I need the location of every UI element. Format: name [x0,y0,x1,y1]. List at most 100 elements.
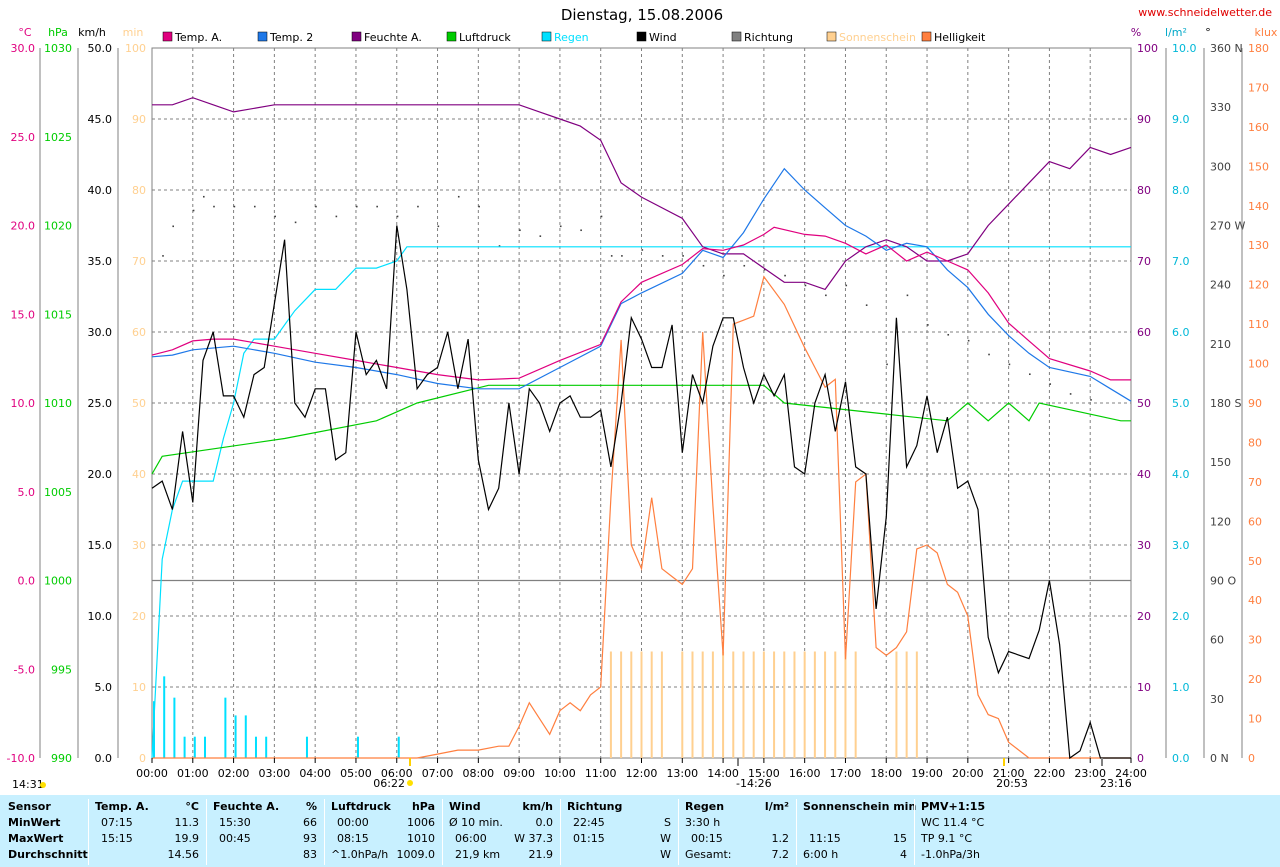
rain-bar [193,736,196,758]
legend-label: Richtung [744,31,793,44]
legend-label: Wind [649,31,677,44]
pmv-header: PMV+1:15 [921,800,986,813]
tick-label-humidity: 10 [1137,681,1151,694]
tick-label-brightness: 90 [1248,397,1262,410]
tick-label-brightness: 40 [1248,594,1262,607]
pressure-avg-value: 1009.0 [396,848,436,861]
humidity-max-time: 00:45 [219,832,251,845]
direction-min-time: 22:45 [573,816,605,829]
direction-point [162,255,164,257]
x-tick-label: 24:00 [1115,767,1147,780]
pmv-dewpoint: TP 9.1 °C [921,832,973,845]
sun-avg-value: 4 [900,848,907,861]
tick-label-rain: 3.0 [1172,539,1190,552]
tick-label-direction: 330 [1210,101,1231,114]
direction-point [682,255,684,257]
direction-point [417,205,419,208]
direction-point [478,205,480,208]
series-line-regen [151,246,1131,759]
wind-max-time: 06:00 [455,832,487,845]
tick-label-sun_min: 20 [132,610,146,623]
direction-point [743,264,746,267]
direction-point [437,225,440,228]
direction-point [1008,363,1011,366]
direction-point [1090,399,1092,401]
x-tick-label: 07:00 [422,767,454,780]
x-tick-label: 22:00 [1034,767,1066,780]
direction-point [641,249,644,251]
rain-total-label: Gesamt: [685,848,732,861]
temp-min-time: 07:15 [101,816,133,829]
direction-point [947,333,950,336]
rain-bar [244,715,247,758]
tick-label-temp: 25.0 [11,131,36,144]
tick-label-direction: 270 W [1210,220,1245,233]
x-tick-label: 16:00 [789,767,821,780]
tick-label-pressure: 1020 [44,220,72,233]
row-max-label: MaxWert [8,832,64,845]
direction-point [498,245,501,247]
tick-label-wind: 20.0 [88,468,113,481]
tick-label-rain: 9.0 [1172,113,1190,126]
site-url[interactable]: www.schneidelwetter.de [1138,6,1272,19]
tick-label-brightness: 80 [1248,436,1262,449]
tick-label-brightness: 100 [1248,358,1269,371]
legend-label: Temp. 2 [269,31,313,44]
tick-label-brightness: 30 [1248,634,1262,647]
direction-point [580,229,582,232]
sun-header: Sonnenschein min [803,800,917,813]
direction-point [539,235,542,237]
tick-label-rain: 8.0 [1172,184,1190,197]
direction-point [335,215,338,218]
sunrise-label: 06:22 [373,777,405,790]
direction-point [1069,393,1072,395]
x-tick-label: 01:00 [177,767,209,780]
axis-unit-right: % [1131,26,1141,39]
x-tick-label: 20:00 [952,767,984,780]
tick-label-humidity: 40 [1137,468,1151,481]
tick-label-brightness: 140 [1248,200,1269,213]
tick-label-sun_min: 70 [132,255,146,268]
tick-label-direction: 210 [1210,338,1231,351]
wind-max-value: W 37.3 [514,832,553,845]
tick-label-humidity: 90 [1137,113,1151,126]
x-tick-label: 18:00 [870,767,902,780]
wind-current-value: 0.0 [535,816,554,829]
row-min-label: MinWert [8,816,61,829]
tick-label-wind: 10.0 [88,610,113,623]
direction-point [600,215,603,218]
tick-label-temp: 20.0 [11,220,36,233]
axis-units: °C hPa km/h min% l/m² ° klux [18,26,1278,39]
tick-label-pressure: 995 [51,663,72,676]
x-tick-label: 14:00 [707,767,739,780]
tick-label-direction: 150 [1210,456,1231,469]
humidity-max-value: 93 [303,832,317,845]
legend-label: Sonnenschein [839,31,916,44]
tick-label-rain: 6.0 [1172,326,1190,339]
series-line-temp-2 [151,167,1132,402]
x-tick-label: 21:00 [993,767,1025,780]
direction-point [1029,373,1031,376]
tick-label-sun_min: 100 [125,42,146,55]
x-tick-label: 09:00 [503,767,535,780]
direction-min-value: S [664,816,671,829]
tick-label-direction: 300 [1210,160,1231,173]
direction-point [376,205,378,208]
tick-label-direction: 0 N [1210,752,1229,765]
tick-label-temp: -5.0 [14,663,35,676]
pressure-header: Luftdruck [331,800,391,813]
sun-max-time: 11:15 [809,832,841,845]
x-tick-label: 04:00 [299,767,331,780]
tick-label-direction: 30 [1210,693,1224,706]
sun-duration: 6:00 h [803,848,839,861]
axis-unit-left: km/h [78,26,106,39]
rain-bar [234,715,237,758]
legend-swatch [162,31,173,42]
x-tick-label: 19:00 [911,767,943,780]
rain-unit: l/m² [764,800,789,813]
legend-swatch [351,31,362,42]
tick-label-direction: 360 N [1210,42,1243,55]
tick-label-humidity: 60 [1137,326,1151,339]
legend-swatch [636,31,647,42]
rain-bar [305,736,308,758]
